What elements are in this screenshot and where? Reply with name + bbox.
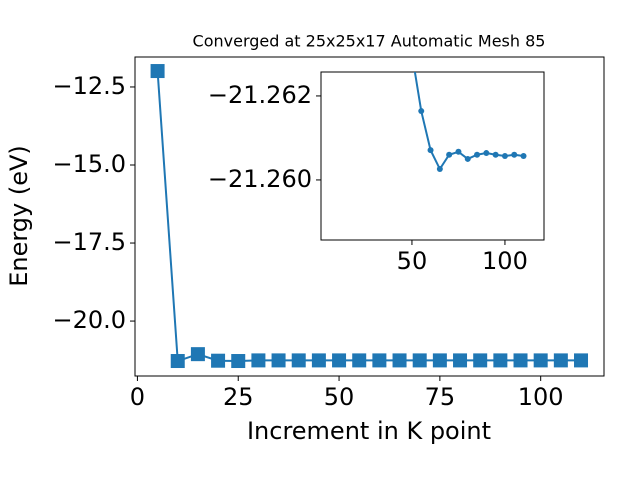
marker (352, 353, 367, 368)
marker (150, 64, 165, 79)
chart-title: Converged at 25x25x17 Automatic Mesh 85 (193, 32, 546, 51)
marker (291, 353, 306, 368)
marker (493, 353, 508, 368)
marker (332, 353, 347, 368)
marker (409, 51, 415, 57)
x-tick-label: 50 (397, 247, 428, 275)
marker (473, 353, 488, 368)
x-tick-label: 25 (223, 383, 254, 411)
marker (427, 147, 434, 154)
x-tick-label: 0 (130, 383, 145, 411)
series (150, 64, 589, 369)
y-tick-label: −21.262 (208, 81, 312, 109)
x-axis-label: Increment in K point (247, 417, 491, 445)
marker (511, 151, 518, 158)
marker (190, 347, 205, 362)
marker (474, 151, 481, 158)
marker (520, 153, 527, 159)
x-tick-label: 100 (482, 247, 528, 275)
marker (553, 353, 568, 368)
y-tick-label: −20.0 (52, 306, 126, 334)
line (156, 70, 582, 363)
marker (483, 150, 490, 157)
marker (311, 353, 326, 368)
y-tick-label: −12.5 (52, 72, 126, 100)
marker (436, 166, 443, 173)
marker (455, 148, 462, 155)
marker (418, 108, 425, 115)
series (409, 51, 527, 173)
marker (392, 353, 407, 368)
x-tick-label: 100 (518, 383, 564, 411)
marker (501, 153, 508, 159)
marker (533, 353, 548, 368)
y-tick-label: −21.260 (208, 165, 312, 193)
marker (492, 151, 499, 158)
marker (574, 353, 589, 368)
x-tick-label: 50 (324, 383, 355, 411)
x-tick-label: 75 (425, 383, 456, 411)
marker (211, 353, 226, 368)
y-tick-label: −15.0 (52, 150, 126, 178)
marker (432, 353, 447, 368)
marker (513, 353, 528, 368)
marker (453, 353, 468, 368)
y-tick-label: −17.5 (52, 228, 126, 256)
marker (412, 353, 427, 368)
marker (446, 151, 453, 158)
marker (464, 155, 471, 162)
marker (271, 353, 286, 368)
marker (231, 354, 246, 369)
y-axis-label: Energy (eV) (5, 145, 33, 287)
marker (251, 353, 266, 368)
marker (372, 353, 387, 368)
marker (170, 354, 185, 369)
